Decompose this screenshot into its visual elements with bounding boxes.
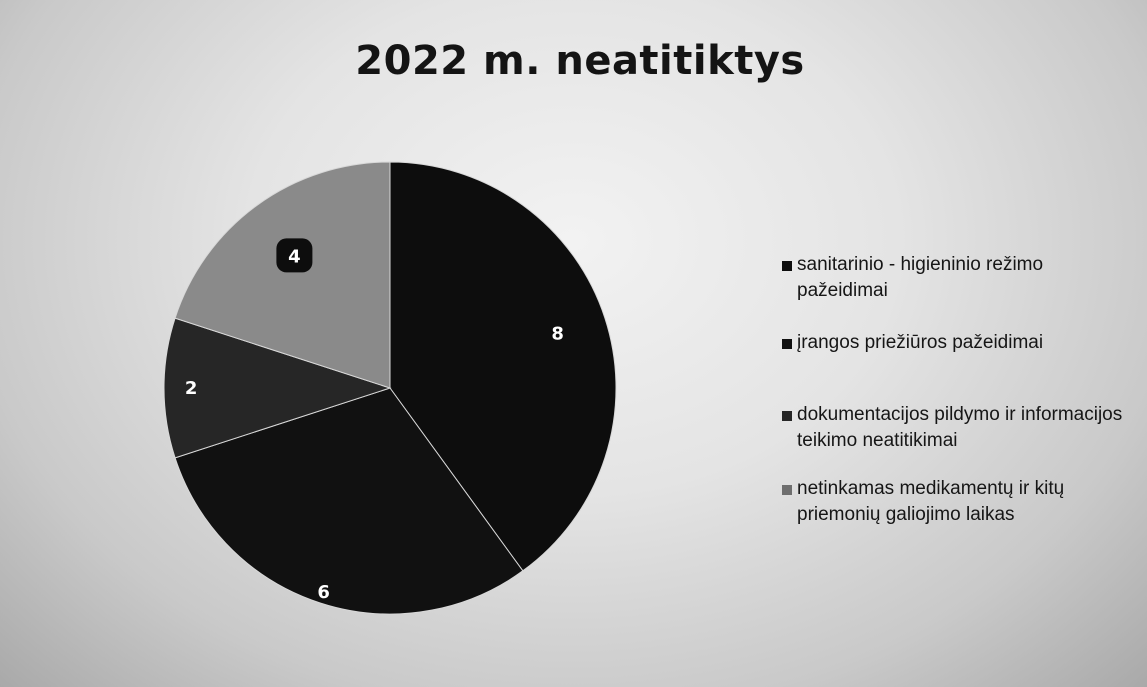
data-label: 6 [317,582,330,603]
legend-swatch-square-icon [782,411,792,421]
pie-slice [389,161,617,572]
legend-swatch-square-icon [782,339,792,349]
legend-item: dokumentacijos pildymo ir informacijos t… [782,402,1127,454]
pie-slice [163,317,392,459]
pie-slice [174,387,524,615]
legend-item: sanitarinio - higieninio režimo pažeidim… [782,252,1127,304]
legend-swatch-square-icon [782,261,792,271]
legend-label: dokumentacijos pildymo ir informacijos t… [797,404,1123,451]
legend-label: įrangos priežiūros pažeidimai [797,332,1044,353]
data-label: 2 [185,378,198,399]
legend-label: netinkamas medikamentų ir kitų priemonių… [797,478,1065,525]
legend-item: netinkamas medikamentų ir kitų priemonių… [782,476,1127,528]
data-label: 8 [551,324,564,345]
legend-label: sanitarinio - higieninio režimo pažeidim… [797,254,1044,301]
chart-title: 2022 m. neatitiktys [355,38,805,84]
data-label: 4 [288,246,301,267]
legend-swatch-square-icon [782,485,792,495]
legend-item: įrangos priežiūros pažeidimai [782,330,1127,356]
pie-slice [174,161,391,389]
data-label-background [276,238,313,273]
